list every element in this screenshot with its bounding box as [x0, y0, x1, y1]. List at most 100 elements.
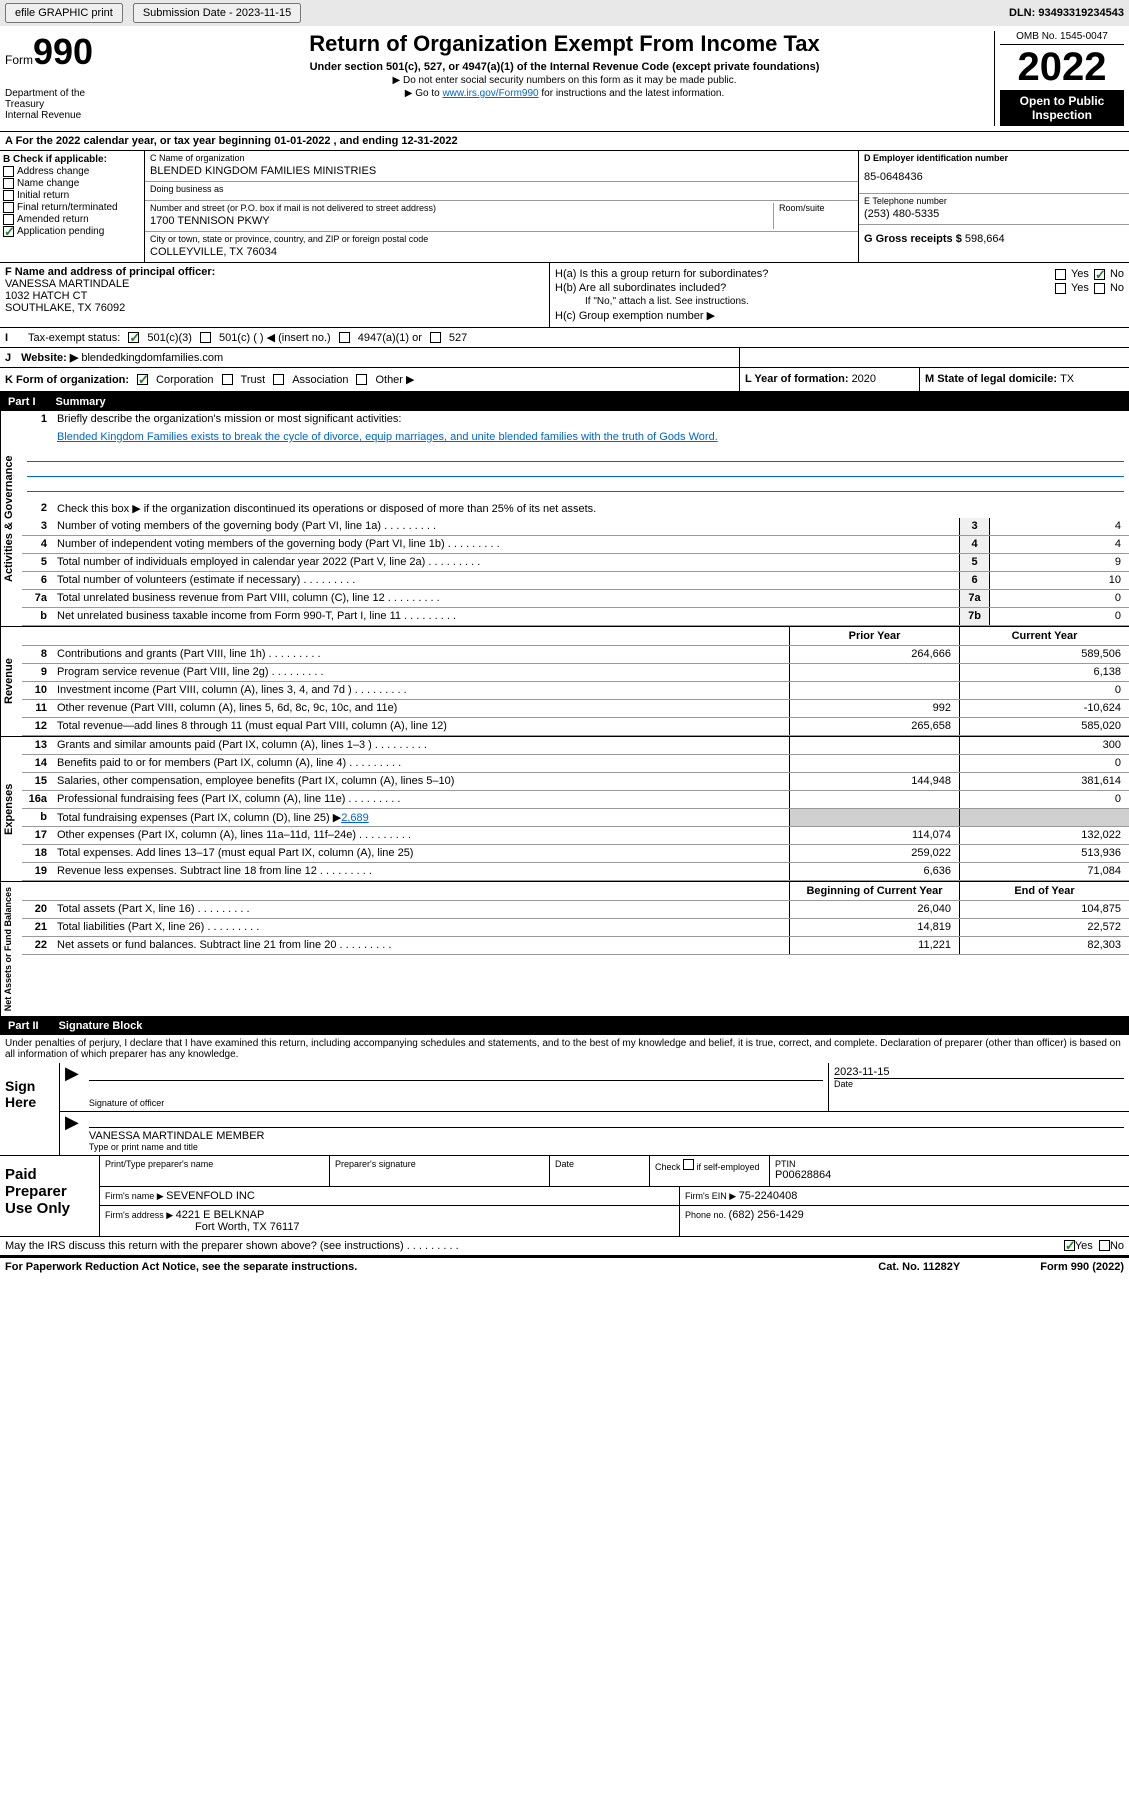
c18: 513,936	[959, 845, 1129, 862]
dept-treasury: Department of theTreasuryInternal Revenu…	[5, 88, 135, 121]
p8: 264,666	[789, 646, 959, 663]
chk-discuss-no[interactable]	[1099, 1240, 1110, 1251]
chk-discuss-yes[interactable]	[1064, 1240, 1075, 1251]
chk-corp[interactable]	[137, 374, 148, 385]
efile-print-button[interactable]: efile GRAPHIC print	[5, 3, 123, 23]
tax-exempt-label: Tax-exempt status:	[28, 332, 120, 344]
q11: Other revenue (Part VIII, column (A), li…	[52, 700, 789, 717]
p17: 114,074	[789, 827, 959, 844]
chk-other[interactable]	[356, 374, 367, 385]
ha-label: H(a) Is this a group return for subordin…	[555, 268, 1050, 280]
chk-self-employed[interactable]	[683, 1159, 694, 1170]
section-governance: Activities & Governance 1Briefly describ…	[0, 411, 1129, 627]
chk-ha-no[interactable]	[1094, 269, 1105, 280]
chk-initial-return[interactable]	[3, 190, 14, 201]
chk-501c[interactable]	[200, 332, 211, 343]
q14: Benefits paid to or for members (Part IX…	[52, 755, 789, 772]
sig-name-title: VANESSA MARTINDALE MEMBER	[89, 1127, 1124, 1142]
vert-expenses: Expenses	[0, 737, 22, 881]
col-b-header: B Check if applicable:	[3, 154, 141, 165]
q2: Check this box ▶ if the organization dis…	[52, 500, 1129, 518]
chk-assoc[interactable]	[273, 374, 284, 385]
section-revenue: Revenue Prior YearCurrent Year 8Contribu…	[0, 627, 1129, 737]
p12: 265,658	[789, 718, 959, 735]
q12: Total revenue—add lines 8 through 11 (mu…	[52, 718, 789, 735]
q16a: Professional fundraising fees (Part IX, …	[52, 791, 789, 808]
year-block: OMB No. 1545-0047 2022 Open to Public In…	[994, 31, 1124, 126]
p9	[789, 664, 959, 681]
footer-form: Form 990 (2022)	[1040, 1261, 1124, 1273]
irs-link[interactable]: www.irs.gov/Form990	[442, 88, 538, 99]
website-value: blendedkingdomfamilies.com	[81, 352, 223, 364]
form-word: Form	[5, 53, 33, 67]
sign-here-section: Sign Here ▶ Signature of officer 2023-11…	[0, 1063, 1129, 1156]
chk-final-return[interactable]	[3, 202, 14, 213]
submission-date-button[interactable]: Submission Date - 2023-11-15	[133, 3, 301, 23]
q7a: Total unrelated business revenue from Pa…	[52, 590, 959, 607]
begin-year-header: Beginning of Current Year	[789, 882, 959, 900]
vert-revenue: Revenue	[0, 627, 22, 736]
p16b-shaded	[789, 809, 959, 826]
top-bar: efile GRAPHIC print Submission Date - 20…	[0, 0, 1129, 26]
q13: Grants and similar amounts paid (Part IX…	[52, 737, 789, 754]
p15: 144,948	[789, 773, 959, 790]
chk-4947[interactable]	[339, 332, 350, 343]
chk-hb-yes[interactable]	[1055, 283, 1066, 294]
phone-label: E Telephone number	[864, 196, 1124, 206]
prior-year-header: Prior Year	[789, 627, 959, 645]
chk-address-change[interactable]	[3, 166, 14, 177]
omb-number: OMB No. 1545-0047	[1000, 31, 1124, 45]
blue-line	[27, 463, 1124, 477]
q5: Total number of individuals employed in …	[52, 554, 959, 571]
part-ii-header: Part II Signature Block	[0, 1017, 1129, 1035]
q9: Program service revenue (Part VIII, line…	[52, 664, 789, 681]
q1: Briefly describe the organization's miss…	[52, 411, 1129, 429]
firm-phone-label: Phone no.	[685, 1210, 729, 1220]
note-ssn: ▶ Do not enter social security numbers o…	[145, 75, 984, 86]
firm-ein-label: Firm's EIN ▶	[685, 1191, 739, 1201]
footer-cat: Cat. No. 11282Y	[878, 1261, 960, 1273]
gross-receipts-value: 598,664	[965, 233, 1005, 245]
hc-label: H(c) Group exemption number ▶	[555, 309, 715, 322]
chk-527[interactable]	[430, 332, 441, 343]
p19: 6,636	[789, 863, 959, 880]
ptin-label: PTIN	[775, 1159, 1124, 1169]
ein-value: 85-0648436	[864, 163, 1124, 191]
v5: 9	[989, 554, 1129, 571]
c22: 82,303	[959, 937, 1129, 954]
officer-label: F Name and address of principal officer:	[5, 266, 544, 278]
q21: Total liabilities (Part X, line 26)	[52, 919, 789, 936]
dln-label: DLN: 93493319234543	[1009, 7, 1124, 19]
c8: 589,506	[959, 646, 1129, 663]
q19: Revenue less expenses. Subtract line 18 …	[52, 863, 789, 880]
firm-addr1: 4221 E BELKNAP	[176, 1209, 265, 1221]
c16b-shaded	[959, 809, 1129, 826]
c15: 381,614	[959, 773, 1129, 790]
self-employed: Check if self-employed	[650, 1156, 770, 1186]
current-year-header: Current Year	[959, 627, 1129, 645]
p10	[789, 682, 959, 699]
chk-hb-no[interactable]	[1094, 283, 1105, 294]
chk-trust[interactable]	[222, 374, 233, 385]
c13: 300	[959, 737, 1129, 754]
chk-name-change[interactable]	[3, 178, 14, 189]
tax-year: 2022	[1000, 45, 1124, 90]
gross-receipts-label: G Gross receipts $	[864, 233, 965, 245]
c16a: 0	[959, 791, 1129, 808]
officer-addr1: 1032 HATCH CT	[5, 290, 544, 302]
chk-ha-yes[interactable]	[1055, 269, 1066, 280]
q17: Other expenses (Part IX, column (A), lin…	[52, 827, 789, 844]
firm-name: SEVENFOLD INC	[166, 1190, 255, 1202]
chk-501c3[interactable]	[128, 332, 139, 343]
q8: Contributions and grants (Part VIII, lin…	[52, 646, 789, 663]
part-i-num: Part I	[8, 396, 36, 408]
blue-line	[27, 478, 1124, 492]
q20: Total assets (Part X, line 16)	[52, 901, 789, 918]
phone-value: (253) 480-5335	[864, 206, 1124, 222]
v16b[interactable]: 2,689	[341, 812, 369, 824]
form-id-block: Form990 Department of theTreasuryInterna…	[5, 31, 135, 126]
chk-app-pending[interactable]	[3, 226, 14, 237]
note-link: ▶ Go to www.irs.gov/Form990 for instruct…	[145, 88, 984, 99]
v6: 10	[989, 572, 1129, 589]
officer-addr2: SOUTHLAKE, TX 76092	[5, 302, 544, 314]
